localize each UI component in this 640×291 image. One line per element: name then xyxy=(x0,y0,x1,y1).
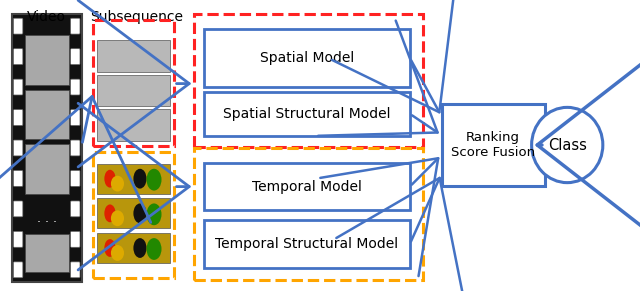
Ellipse shape xyxy=(133,238,147,258)
Ellipse shape xyxy=(133,169,147,189)
Ellipse shape xyxy=(111,176,124,191)
Text: Spatial Structural Model: Spatial Structural Model xyxy=(223,107,390,121)
FancyBboxPatch shape xyxy=(70,140,80,156)
Bar xyxy=(25,35,68,85)
Bar xyxy=(204,29,410,86)
Text: · · ·: · · · xyxy=(36,216,57,229)
Ellipse shape xyxy=(111,245,124,261)
Bar xyxy=(204,220,410,268)
Bar xyxy=(195,14,423,147)
Bar xyxy=(97,233,170,263)
FancyBboxPatch shape xyxy=(70,79,80,95)
FancyBboxPatch shape xyxy=(13,171,23,186)
FancyBboxPatch shape xyxy=(13,49,23,65)
Bar xyxy=(195,148,423,280)
FancyBboxPatch shape xyxy=(70,231,80,247)
Text: Temporal Model: Temporal Model xyxy=(252,180,362,194)
Ellipse shape xyxy=(532,107,603,183)
Text: Video: Video xyxy=(27,10,66,24)
Ellipse shape xyxy=(104,205,116,222)
FancyBboxPatch shape xyxy=(13,110,23,125)
Bar xyxy=(204,163,410,210)
Ellipse shape xyxy=(133,203,147,223)
FancyBboxPatch shape xyxy=(70,49,80,65)
Bar xyxy=(25,234,68,272)
Bar xyxy=(93,20,173,146)
Ellipse shape xyxy=(147,238,161,260)
Text: Ranking
Score Fusion: Ranking Score Fusion xyxy=(451,131,535,159)
Text: Subsequence: Subsequence xyxy=(90,10,182,24)
Ellipse shape xyxy=(147,203,161,225)
FancyBboxPatch shape xyxy=(13,231,23,247)
Ellipse shape xyxy=(104,239,116,257)
Bar xyxy=(12,14,82,282)
Text: Spatial Model: Spatial Model xyxy=(260,51,354,65)
Bar xyxy=(25,90,68,139)
FancyBboxPatch shape xyxy=(13,262,23,278)
Bar xyxy=(442,104,545,186)
FancyBboxPatch shape xyxy=(13,140,23,156)
FancyBboxPatch shape xyxy=(13,18,23,34)
Bar xyxy=(25,144,68,194)
FancyBboxPatch shape xyxy=(70,171,80,186)
FancyBboxPatch shape xyxy=(70,201,80,217)
Bar xyxy=(97,198,170,228)
Bar xyxy=(97,75,170,107)
FancyBboxPatch shape xyxy=(70,18,80,34)
FancyBboxPatch shape xyxy=(70,110,80,125)
Bar xyxy=(97,109,170,141)
FancyBboxPatch shape xyxy=(13,79,23,95)
Text: Temporal Structural Model: Temporal Structural Model xyxy=(215,237,398,251)
Bar xyxy=(97,164,170,194)
Ellipse shape xyxy=(147,169,161,191)
Ellipse shape xyxy=(111,210,124,226)
Bar xyxy=(204,92,410,136)
Bar xyxy=(93,152,173,278)
Text: Class: Class xyxy=(548,138,587,152)
Bar xyxy=(97,40,170,72)
FancyBboxPatch shape xyxy=(70,262,80,278)
Ellipse shape xyxy=(104,170,116,188)
FancyBboxPatch shape xyxy=(13,201,23,217)
